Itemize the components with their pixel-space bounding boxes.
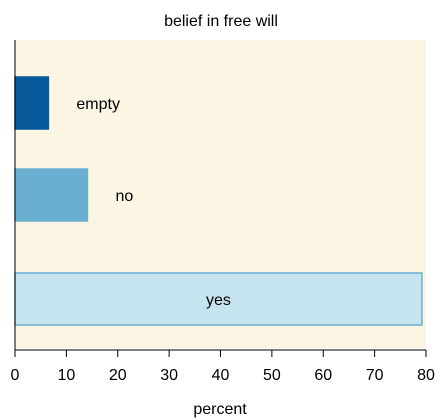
bars-layer: empty no yes xyxy=(14,76,423,326)
x-axis-title: percent xyxy=(193,401,247,418)
bar-label-empty: empty xyxy=(76,96,120,113)
x-tick-label: 40 xyxy=(212,367,230,384)
chart-title: belief in free will xyxy=(164,13,278,30)
x-tick-label: 30 xyxy=(160,367,178,384)
x-tick-label: 10 xyxy=(57,367,75,384)
bar-empty xyxy=(14,76,50,130)
x-tick-label: 0 xyxy=(11,367,20,384)
bar-no xyxy=(14,168,89,222)
x-tick-label: 50 xyxy=(263,367,281,384)
x-tick-label: 20 xyxy=(109,367,127,384)
x-tick-label: 70 xyxy=(366,367,384,384)
x-ticks-layer: 0 10 20 30 40 50 60 70 80 xyxy=(11,350,435,384)
x-tick-label: 60 xyxy=(314,367,332,384)
bar-label-no: no xyxy=(115,188,133,205)
bar-label-yes: yes xyxy=(206,292,231,309)
x-tick-label: 80 xyxy=(417,367,435,384)
